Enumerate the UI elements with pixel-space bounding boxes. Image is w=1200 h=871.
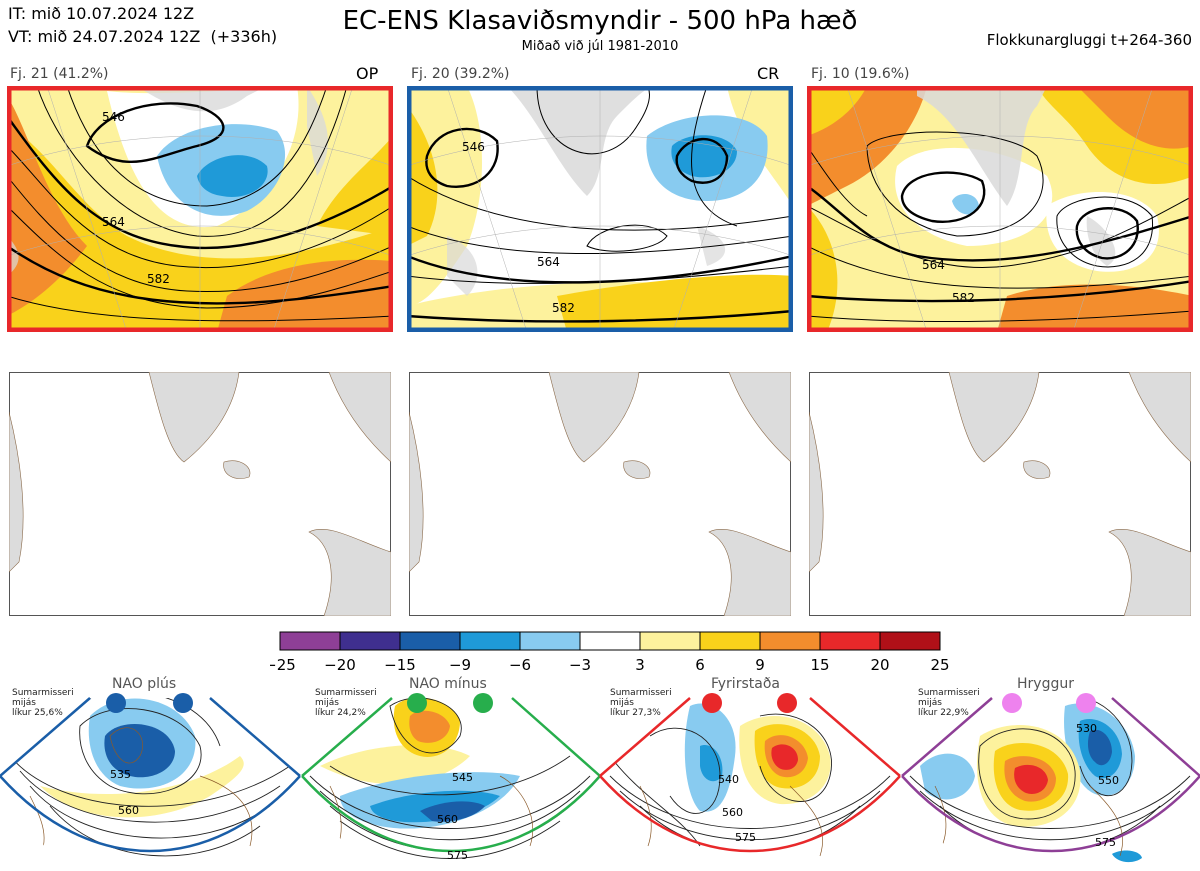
regime-ridge-name: Hryggur	[1017, 676, 1074, 692]
regime-ridge-info: Sumarmisseri mijás líkur 22,9%	[918, 688, 980, 718]
regime-ridge-marker-1	[1002, 693, 1022, 713]
regime-blocking-info: Sumarmisseri mijás líkur 27,3%	[610, 688, 672, 718]
regime-nao-minus-marker-2	[473, 693, 493, 713]
colorbar-swatch	[879, 631, 941, 651]
regime-nao-minus-contour-545: 545	[452, 771, 473, 784]
regime-ridge-contour-550: 550	[1098, 774, 1119, 787]
colorbar-swatch	[459, 631, 521, 651]
cluster-3-contour-564-label: 564	[922, 258, 945, 272]
regime-nao-minus-marker-1	[407, 693, 427, 713]
regime-blocking-name: Fyrirstaða	[711, 676, 780, 692]
cluster-2-frame	[407, 86, 793, 332]
regime-nao-plus-info-line-2: mijás	[12, 698, 36, 708]
cluster-3-label: Fj. 10 (19.6%)	[811, 66, 910, 82]
cluster-2-label: Fj. 20 (39.2%)	[411, 66, 510, 82]
regime-blocking-marker-2	[777, 693, 797, 713]
empty-map-2	[409, 372, 791, 616]
colorbar-tick-label: −9	[449, 656, 471, 674]
colorbar-tick-label: −20	[324, 656, 356, 674]
regime-nao-plus-info-line-1: Sumarmisseri	[12, 688, 74, 698]
colorbar-swatch	[339, 631, 401, 651]
regime-blocking-info-line-3: líkur 27,3%	[610, 708, 661, 718]
regime-nao-plus-info-line-3: líkur 25,6%	[12, 708, 63, 718]
cluster-1-contour-582-label: 582	[147, 272, 170, 286]
colorbar-swatch	[759, 631, 821, 651]
colorbar-tick-label: 25	[930, 656, 949, 674]
regime-ridge-marker-2	[1076, 693, 1096, 713]
colorbar-tick-label: 6	[695, 656, 705, 674]
cluster-3-map: 564 582	[807, 86, 1193, 332]
regime-nao-plus-contour-535: 535	[110, 768, 131, 781]
valid-time: VT: mið 24.07.2024 12Z (+336h)	[8, 27, 278, 46]
colorbar-tick-label: 15	[810, 656, 829, 674]
colorbar-tick-label: 20	[870, 656, 889, 674]
colorbar-tick-label: −3	[569, 656, 591, 674]
regime-nao-plus-marker-1	[106, 693, 126, 713]
regime-blocking-marker-1	[702, 693, 722, 713]
empty-map-1	[9, 372, 391, 616]
classification-window: Flokkunargluggi t+264-360	[986, 31, 1192, 49]
cluster-1-map: 546 564 582	[7, 86, 393, 332]
regime-nao-minus-contour-560: 560	[437, 813, 458, 826]
cluster-2-map: 546 564 582	[407, 86, 793, 332]
colorbar: −25 −20 −15 −9 −6 −3 3 6 9 15 20 25	[270, 631, 950, 674]
regime-nao-minus-name: NAO mínus	[409, 676, 487, 692]
initial-time: IT: mið 10.07.2024 12Z	[8, 4, 195, 23]
cluster-1-label: Fj. 21 (41.2%)	[10, 66, 109, 82]
colorbar-tick-label: 3	[635, 656, 645, 674]
regime-ridge-info-line-3: líkur 22,9%	[918, 708, 969, 718]
page-subtitle: Miðað við júl 1981-2010	[521, 39, 679, 54]
regime-nao-minus-info-line-2: mijás	[315, 698, 339, 708]
regime-ridge-contour-575: 575	[1095, 836, 1116, 849]
colorbar-swatch	[639, 631, 701, 651]
regime-nao-minus-info: Sumarmisseri mijás líkur 24,2%	[315, 688, 377, 718]
regime-blocking-info-line-1: Sumarmisseri	[610, 688, 672, 698]
empty-map-3	[809, 372, 1191, 616]
colorbar-swatch	[699, 631, 761, 651]
regime-blocking-contour-560: 560	[722, 806, 743, 819]
cluster-1-contour-564-label: 564	[102, 215, 125, 229]
cluster-1-tag: OP	[356, 64, 379, 83]
page-title: EC-ENS Klasaviðsmyndir - 500 hPa hæð	[342, 6, 858, 36]
regime-nao-plus-contour-560: 560	[118, 804, 139, 817]
cluster-2-tag: CR	[757, 64, 780, 83]
colorbar-swatch	[579, 631, 641, 651]
cluster-3-frame	[807, 86, 1193, 332]
colorbar-swatch	[519, 631, 581, 651]
regime-ridge-info-line-2: mijás	[918, 698, 942, 708]
colorbar-swatch	[279, 631, 341, 651]
regime-ridge-contour-530: 530	[1076, 722, 1097, 735]
regime-blocking-info-line-2: mijás	[610, 698, 634, 708]
cluster-2-contour-582-label: 582	[552, 301, 575, 315]
cluster-2-contour-564-label: 564	[537, 255, 560, 269]
colorbar-tick-label: 9	[755, 656, 765, 674]
regime-maps: 535 560	[0, 693, 1200, 871]
regime-nao-plus-info: Sumarmisseri mijás líkur 25,6%	[12, 688, 74, 718]
regime-nao-plus-name: NAO plús	[112, 676, 177, 692]
cluster-1-frame	[7, 86, 393, 332]
colorbar-tick-label: −6	[509, 656, 531, 674]
cluster-1-contour-546-label: 546	[102, 110, 125, 124]
regime-blocking-contour-540: 540	[718, 773, 739, 786]
colorbar-swatch	[819, 631, 881, 651]
cluster-3-contour-582-label: 582	[952, 291, 975, 305]
regime-nao-plus-marker-2	[173, 693, 193, 713]
regime-nao-minus-info-line-3: líkur 24,2%	[315, 708, 366, 718]
regime-nao-minus-contour-575: 575	[447, 849, 468, 862]
colorbar-swatch	[399, 631, 461, 651]
regime-nao-minus-info-line-1: Sumarmisseri	[315, 688, 377, 698]
regime-strip: 535 560	[0, 676, 1200, 871]
regime-blocking-contour-575: 575	[735, 831, 756, 844]
cluster-2-contour-546-label: 546	[462, 140, 485, 154]
colorbar-tick-label: −15	[384, 656, 416, 674]
regime-ridge-info-line-1: Sumarmisseri	[918, 688, 980, 698]
colorbar-tick-label: −25	[270, 656, 296, 674]
